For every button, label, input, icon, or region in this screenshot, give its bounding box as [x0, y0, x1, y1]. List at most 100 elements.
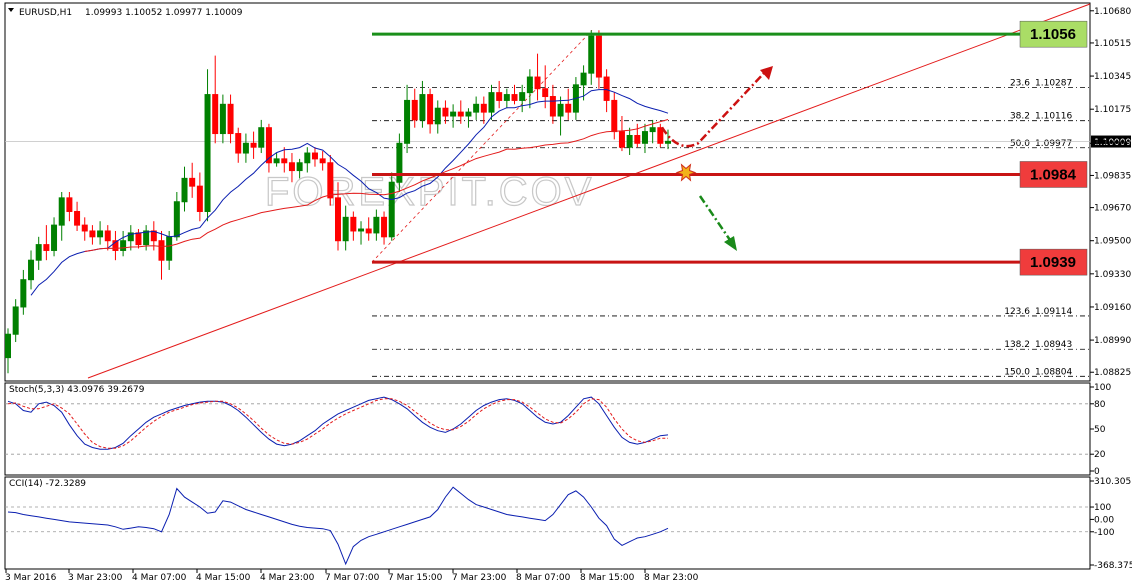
- price-tick-label: 1.10680: [1094, 7, 1131, 17]
- candle-bull: [626, 134, 633, 148]
- price-tick-label: 1.09835: [1094, 171, 1131, 181]
- cci-pane: CCI(14) -72.3289 310.3057 100 0.00 -100 -368…: [4, 476, 1132, 571]
- stoch-tick-label: 0: [1094, 467, 1100, 477]
- time-tick-label: 7 Mar 23:00: [452, 573, 507, 583]
- candle-bull: [12, 306, 19, 335]
- candle-bear: [542, 88, 549, 98]
- price-tick-label: 1.08825: [1094, 368, 1131, 378]
- time-tick-label: 4 Mar 23:00: [260, 573, 315, 583]
- candle-bull: [20, 279, 27, 308]
- fib-level-label: 50.0: [1010, 139, 1030, 149]
- candle-bull: [204, 94, 211, 212]
- time-tick-label: 8 Mar 07:00: [516, 573, 571, 583]
- candle-bull: [127, 232, 134, 242]
- candle-bull: [580, 72, 587, 86]
- candle-bull: [166, 236, 173, 261]
- candle-bear: [319, 158, 326, 164]
- red-moving-average-line: [84, 119, 669, 252]
- candle-bear: [350, 216, 357, 232]
- time-tick-label: 7 Mar 15:00: [388, 573, 443, 583]
- stoch-signal-line: [7, 398, 668, 449]
- scenario-up-arrow: [660, 71, 766, 148]
- candle-bear: [135, 232, 142, 246]
- candle-bear: [603, 76, 610, 101]
- candle-bull: [143, 230, 150, 246]
- fib-level-label: 138.2: [1004, 340, 1030, 350]
- rising-trendline: [87, 3, 1091, 379]
- level-label-box: [1019, 248, 1088, 276]
- fib-diagonal-line: [371, 30, 593, 263]
- candle-bull: [28, 259, 35, 281]
- candle-bear: [427, 94, 434, 125]
- price-tick-label: 1.10515: [1094, 39, 1131, 49]
- candle-bull: [419, 94, 426, 121]
- cci-header: CCI(14) -72.3289: [9, 479, 86, 489]
- cci-tick-label: 0.00: [1094, 515, 1114, 525]
- candle-bull: [557, 103, 564, 117]
- candle-bear: [212, 94, 219, 135]
- fib-price-label: 1.10116: [1035, 112, 1072, 122]
- fib-price-label: 1.10287: [1035, 78, 1072, 88]
- candle-bear: [496, 92, 503, 101]
- level-label-box: [1019, 20, 1088, 48]
- candle-bull: [120, 240, 127, 251]
- candle-bull: [173, 201, 180, 238]
- candle-bear: [511, 94, 518, 101]
- candle-bull: [465, 111, 472, 117]
- candle-bear: [89, 230, 96, 238]
- candle-bear: [565, 103, 572, 113]
- candle-bull: [242, 142, 249, 154]
- candle-bull: [5, 333, 11, 359]
- candle-bull: [503, 94, 510, 101]
- candle-bull: [488, 92, 495, 113]
- candle-bear: [112, 240, 119, 251]
- candle-bull: [97, 230, 104, 238]
- candle-bull: [273, 158, 280, 164]
- stoch-pane: Stoch(5,3,3) 43.0976 39.2679 100 80 50 20 0: [4, 382, 1111, 477]
- candle-bear: [534, 76, 541, 90]
- fib-level-label: 123.6: [1004, 307, 1030, 317]
- chart-ohlc-values: 1.09993 1.10052 1.09977 1.10009: [85, 8, 243, 18]
- candle-bear: [442, 107, 449, 117]
- candle-bear: [480, 103, 487, 113]
- stoch-tick-label: 20: [1094, 450, 1106, 460]
- candle-bull: [342, 216, 349, 242]
- candle-bear: [381, 216, 388, 238]
- candle-bear: [104, 230, 111, 242]
- candle-bull: [641, 131, 648, 144]
- candle-bear: [81, 224, 88, 232]
- candle-bull: [373, 216, 380, 234]
- candle-bear: [657, 127, 664, 144]
- price-tick-label: 1.09670: [1094, 204, 1131, 214]
- fib-level-label: 150.0: [1004, 367, 1030, 377]
- time-tick-label: 4 Mar 07:00: [132, 573, 187, 583]
- menu-arrow-icon[interactable]: [8, 8, 14, 12]
- candle-bull: [434, 107, 441, 125]
- candle-bear: [43, 244, 50, 251]
- cci-tick-label: 100: [1094, 503, 1111, 513]
- scenario-down-arrowhead: [724, 236, 737, 251]
- candle-bull: [519, 92, 526, 101]
- main-pane: FOREXPIT.COV EURUSD,H1 1.09993 1.10052 1…: [4, 2, 1131, 382]
- watermark: FOREXPIT.COV: [265, 170, 594, 214]
- candle-bear: [250, 142, 257, 148]
- candle-bull: [665, 140, 671, 144]
- level-label-text: 1.0939: [1030, 254, 1076, 271]
- candle-bear: [335, 197, 341, 242]
- scenario-down-arrow: [698, 195, 732, 241]
- candle-bear: [618, 131, 625, 148]
- candle-bear: [74, 210, 81, 226]
- candle-bear: [411, 99, 418, 121]
- price-tick-label: 1.10000: [1094, 139, 1131, 149]
- fib-level-label: 38.2: [1010, 112, 1030, 122]
- candle-bull: [304, 152, 311, 164]
- stoch-header: Stoch(5,3,3) 43.0976 39.2679: [9, 385, 145, 395]
- fib-price-label: 1.08943: [1035, 340, 1072, 350]
- candle-bear: [327, 162, 334, 199]
- price-tick-label: 1.09500: [1094, 237, 1131, 247]
- candle-bull: [450, 111, 457, 117]
- candle-bull: [58, 197, 65, 226]
- cci-tick-label: 310.3057: [1094, 477, 1132, 487]
- cci-line: [7, 486, 669, 566]
